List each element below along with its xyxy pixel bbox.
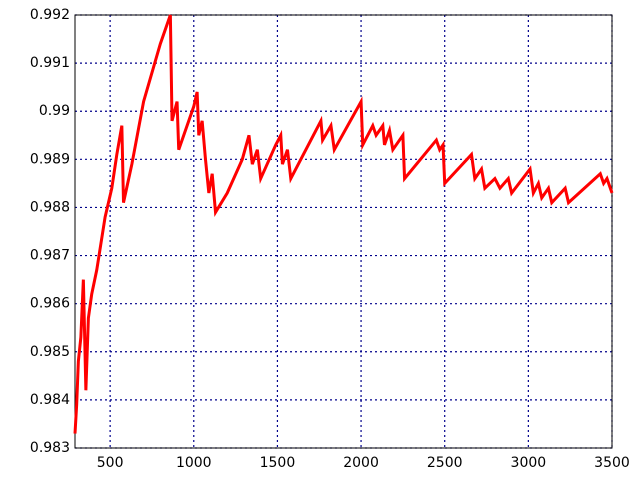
x-tick-label: 2000 <box>343 455 379 471</box>
x-tick-label: 3000 <box>511 455 547 471</box>
x-tick-label: 3500 <box>594 455 630 471</box>
y-tick-label: 0.991 <box>30 55 70 71</box>
y-tick-label: 0.988 <box>30 199 70 215</box>
y-tick-label: 0.983 <box>30 440 70 456</box>
y-tick-label: 0.986 <box>30 296 70 312</box>
data-line <box>73 14 614 434</box>
y-tick-label: 0.992 <box>30 7 70 23</box>
y-tick-label: 0.987 <box>30 248 70 264</box>
plot-frame <box>74 14 613 449</box>
x-tick-label: 500 <box>97 455 124 471</box>
y-tick-label: 0.989 <box>30 151 70 167</box>
x-tick-label: 1500 <box>260 455 296 471</box>
y-tick-label: 0.99 <box>39 103 70 119</box>
x-tick-label: 2500 <box>427 455 463 471</box>
y-tick-label: 0.985 <box>30 344 70 360</box>
y-tick-label: 0.984 <box>30 392 70 408</box>
x-tick-label: 1000 <box>176 455 212 471</box>
